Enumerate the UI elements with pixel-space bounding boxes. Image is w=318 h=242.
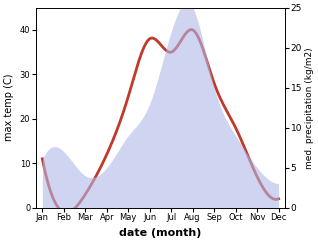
Y-axis label: max temp (C): max temp (C) [4,74,14,141]
X-axis label: date (month): date (month) [119,228,202,238]
Y-axis label: med. precipitation (kg/m2): med. precipitation (kg/m2) [305,47,314,168]
